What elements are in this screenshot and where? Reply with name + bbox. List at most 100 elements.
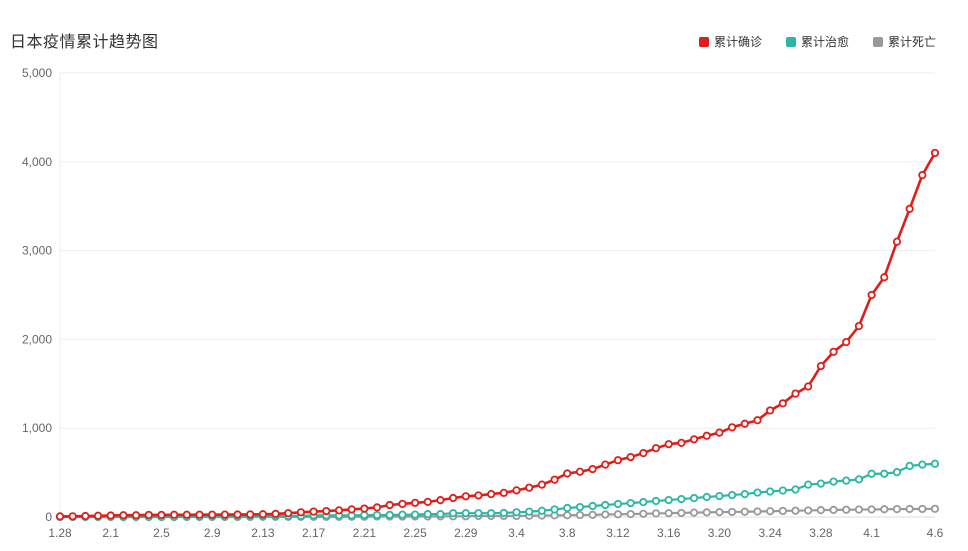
confirmed-data-point[interactable]	[385, 500, 394, 510]
confirmed-data-point[interactable]	[220, 510, 229, 519]
confirmed-data-point[interactable]	[778, 399, 787, 408]
cured-data-point[interactable]	[512, 508, 521, 517]
cured-data-point[interactable]	[601, 500, 610, 510]
cured-data-point[interactable]	[436, 510, 445, 519]
confirmed-data-point[interactable]	[715, 428, 724, 437]
deaths-data-point[interactable]	[930, 504, 940, 513]
confirmed-data-point[interactable]	[816, 361, 825, 371]
confirmed-data-point[interactable]	[880, 273, 889, 282]
cured-data-point[interactable]	[499, 508, 508, 518]
deaths-data-point[interactable]	[664, 509, 673, 518]
confirmed-data-point[interactable]	[233, 510, 242, 519]
cured-data-point[interactable]	[930, 459, 940, 468]
deaths-data-point[interactable]	[753, 507, 762, 516]
confirmed-data-point[interactable]	[372, 503, 382, 512]
cured-data-point[interactable]	[410, 510, 420, 519]
cured-data-point[interactable]	[715, 491, 724, 501]
deaths-data-point[interactable]	[639, 509, 648, 518]
deaths-data-point[interactable]	[626, 509, 635, 519]
confirmed-data-point[interactable]	[829, 347, 838, 356]
confirmed-data-point[interactable]	[322, 506, 331, 516]
confirmed-data-point[interactable]	[930, 148, 940, 158]
confirmed-data-point[interactable]	[804, 382, 813, 391]
confirmed-data-point[interactable]	[284, 509, 293, 518]
legend-item-confirmed[interactable]: 累计确诊	[698, 33, 762, 50]
cured-data-point[interactable]	[487, 509, 496, 518]
cured-data-point[interactable]	[854, 475, 864, 484]
cured-data-point[interactable]	[525, 507, 534, 516]
confirmed-data-point[interactable]	[449, 493, 458, 503]
confirmed-data-point[interactable]	[702, 431, 711, 440]
confirmed-data-point[interactable]	[601, 460, 610, 469]
confirmed-data-point[interactable]	[423, 497, 432, 507]
confirmed-data-point[interactable]	[68, 512, 77, 521]
confirmed-data-point[interactable]	[309, 507, 318, 516]
cured-data-point[interactable]	[398, 510, 407, 519]
deaths-data-point[interactable]	[816, 506, 825, 515]
confirmed-data-point[interactable]	[905, 204, 914, 213]
cured-data-point[interactable]	[626, 498, 635, 508]
confirmed-data-point[interactable]	[119, 511, 128, 520]
deaths-data-point[interactable]	[715, 508, 724, 517]
cured-data-point[interactable]	[728, 490, 737, 500]
confirmed-data-point[interactable]	[208, 510, 217, 519]
legend-item-deaths[interactable]: 累计死亡	[872, 33, 936, 50]
confirmed-data-point[interactable]	[550, 475, 559, 484]
confirmed-data-point[interactable]	[144, 510, 153, 520]
deaths-data-point[interactable]	[867, 505, 876, 514]
deaths-data-point[interactable]	[740, 507, 749, 516]
cured-data-point[interactable]	[778, 486, 787, 495]
cured-data-point[interactable]	[664, 495, 673, 505]
confirmed-data-point[interactable]	[753, 416, 762, 425]
confirmed-data-point[interactable]	[588, 464, 597, 474]
deaths-data-point[interactable]	[880, 505, 889, 514]
cured-data-point[interactable]	[829, 477, 838, 486]
confirmed-data-point[interactable]	[613, 456, 623, 465]
confirmed-data-point[interactable]	[892, 237, 902, 246]
cured-data-point[interactable]	[372, 510, 382, 520]
confirmed-data-point[interactable]	[55, 512, 65, 521]
confirmed-data-point[interactable]	[854, 321, 864, 331]
deaths-data-point[interactable]	[601, 510, 610, 519]
confirmed-data-point[interactable]	[626, 452, 635, 462]
deaths-data-point[interactable]	[842, 505, 851, 514]
cured-data-point[interactable]	[423, 510, 432, 519]
cured-data-point[interactable]	[791, 485, 800, 494]
confirmed-data-point[interactable]	[728, 423, 737, 432]
confirmed-data-point[interactable]	[766, 406, 775, 415]
cured-data-point[interactable]	[651, 496, 661, 506]
cured-data-point[interactable]	[816, 479, 825, 488]
confirmed-data-point[interactable]	[106, 511, 115, 520]
cured-data-point[interactable]	[588, 501, 597, 511]
cured-data-point[interactable]	[740, 489, 749, 499]
deaths-data-point[interactable]	[651, 509, 661, 518]
cured-data-point[interactable]	[537, 506, 546, 515]
confirmed-data-point[interactable]	[791, 389, 800, 398]
cured-data-point[interactable]	[677, 494, 686, 504]
deaths-data-point[interactable]	[829, 505, 838, 514]
confirmed-data-point[interactable]	[639, 448, 648, 458]
deaths-data-point[interactable]	[804, 506, 813, 515]
confirmed-data-point[interactable]	[461, 492, 470, 501]
deaths-data-point[interactable]	[613, 510, 623, 519]
cured-data-point[interactable]	[842, 476, 851, 485]
cured-data-point[interactable]	[880, 469, 889, 478]
confirmed-data-point[interactable]	[81, 511, 90, 521]
cured-data-point[interactable]	[918, 460, 927, 469]
confirmed-data-point[interactable]	[842, 337, 851, 347]
confirmed-data-point[interactable]	[918, 171, 927, 180]
cured-data-point[interactable]	[753, 488, 762, 497]
deaths-data-point[interactable]	[905, 504, 914, 514]
deaths-data-point[interactable]	[702, 508, 711, 517]
confirmed-data-point[interactable]	[410, 498, 420, 507]
deaths-data-point[interactable]	[677, 508, 686, 518]
confirmed-data-point[interactable]	[296, 508, 306, 517]
confirmed-data-point[interactable]	[398, 499, 407, 509]
cured-data-point[interactable]	[385, 510, 394, 520]
confirmed-data-point[interactable]	[499, 488, 508, 497]
confirmed-data-point[interactable]	[474, 491, 483, 500]
cured-data-point[interactable]	[702, 492, 711, 502]
cured-data-point[interactable]	[689, 493, 699, 503]
confirmed-data-point[interactable]	[689, 435, 699, 444]
confirmed-data-point[interactable]	[867, 290, 876, 300]
